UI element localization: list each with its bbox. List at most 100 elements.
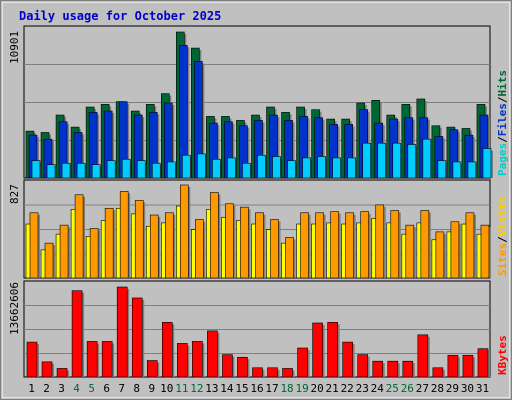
pages-bar-day-12 [197,153,208,179]
pages-bar-day-15 [242,162,253,179]
kbytes-bar-day-25 [387,360,400,378]
pages-bar-day-10-fill [166,161,176,179]
legend-separator: / [496,96,509,103]
visits-bar-day-1-fill [29,212,39,279]
y-tick-hits-max: 10901 [8,31,21,64]
pages-bar-day-4-fill [76,162,86,179]
legend-pages-files-hits: Pages/Files/Hits [496,70,509,176]
kbytes-bar-day-20 [312,322,325,378]
kbytes-bar-day-17-fill [267,367,278,378]
legend-files: Files [496,103,509,136]
visits-bar-day-7 [119,191,131,279]
x-tick-day-18: 18 [280,382,293,395]
kbytes-bar-day-7-fill [116,286,128,378]
kbytes-bar-day-4-fill [71,290,83,378]
pages-bar-day-13 [212,158,223,179]
visits-bar-day-30 [465,212,476,279]
pages-bar-day-29 [452,161,463,179]
legend-sites: Sites [496,243,509,276]
kbytes-bar-day-29-fill [447,354,459,378]
visits-bar-day-11 [180,184,191,279]
visits-bar-day-1 [29,212,40,279]
pages-bar-day-12-fill [197,153,206,179]
pages-bar-day-19-fill [302,157,311,179]
pages-bar-day-2 [46,164,58,179]
pages-bar-day-11-fill [182,154,191,179]
x-tick-day-10: 10 [160,382,173,395]
kbytes-bar-day-2-fill [41,361,53,378]
kbytes-bar-day-13 [207,330,220,378]
visits-bar-day-12 [195,219,206,279]
pages-bar-day-1 [31,160,42,179]
legend-pages: Pages [496,143,509,176]
kbytes-bar-day-5-fill [86,341,98,378]
x-tick-day-11: 11 [175,382,188,395]
kbytes-bar-day-28 [432,367,445,378]
kbytes-bar-day-1 [26,341,39,378]
x-tick-day-3: 3 [58,382,65,395]
visits-bar-day-28 [435,231,446,279]
kbytes-bar-day-19 [297,347,310,378]
visits-bar-day-6 [104,207,116,279]
pages-bar-day-24-fill [377,142,387,179]
visits-bar-day-22-fill [345,212,354,279]
x-tick-day-7: 7 [118,382,125,395]
x-tick-day-20: 20 [311,382,324,395]
x-tick-day-1: 1 [28,382,35,395]
legend-visits: Visits [496,197,509,237]
x-tick-day-9: 9 [148,382,155,395]
pages-bar-day-30 [467,161,478,179]
x-tick-day-5: 5 [88,382,95,395]
kbytes-bar-day-31-fill [477,348,489,378]
pages-bar-day-3 [61,162,73,179]
kbytes-bar-day-8 [131,297,145,378]
kbytes-bar-day-10 [161,322,175,378]
visits-bar-day-26 [405,224,416,279]
legend-hits: Hits [496,70,509,97]
visits-bar-day-3-fill [59,224,69,279]
visits-bar-day-17-fill [270,219,279,279]
pages-bar-day-30-fill [467,161,477,179]
visits-bar-day-8 [134,200,146,279]
pages-bar-day-31 [482,148,493,179]
visits-bar-day-14 [225,203,236,279]
visits-bar-day-4 [74,194,86,279]
visits-bar-day-31 [480,224,491,279]
pages-bar-day-22 [347,157,358,179]
kbytes-bar-day-30 [462,354,475,378]
x-tick-day-19: 19 [295,382,308,395]
kbytes-bar-day-1-fill [26,341,38,378]
kbytes-bar-day-27 [417,334,430,378]
x-tick-day-27: 27 [416,382,429,395]
visits-bar-day-15 [240,206,251,279]
kbytes-bar-day-23 [357,354,370,378]
visits-bar-day-21-fill [330,211,339,279]
kbytes-bar-day-26-fill [402,360,414,378]
x-tick-day-16: 16 [250,382,263,395]
x-tick-day-24: 24 [371,382,385,395]
visits-bar-day-2-fill [44,242,54,279]
visits-bar-day-16 [255,212,266,279]
kbytes-bar-day-26 [402,360,415,378]
pages-bar-day-24 [377,142,388,179]
kbytes-bar-day-19-fill [297,347,308,378]
visits-bar-day-2 [44,242,56,279]
pages-bar-day-10 [166,161,178,179]
pages-bar-day-28 [437,160,448,179]
kbytes-bar-day-4 [71,290,85,378]
pages-bar-day-31-fill [482,148,492,179]
pages-bar-day-27 [422,138,433,179]
visits-bar-day-9-fill [149,214,159,279]
pages-bar-day-5 [91,164,103,179]
kbytes-bar-day-12 [192,341,205,378]
x-tick-day-21: 21 [326,382,339,395]
pages-bar-day-3-fill [61,162,71,179]
kbytes-bar-day-16-fill [252,367,263,378]
x-tick-day-30: 30 [461,382,474,395]
x-tick-day-15: 15 [235,382,248,395]
x-tick-day-8: 8 [133,382,140,395]
x-tick-day-12: 12 [190,382,203,395]
pages-bar-day-14-fill [227,157,236,179]
visits-bar-day-22 [345,212,356,279]
